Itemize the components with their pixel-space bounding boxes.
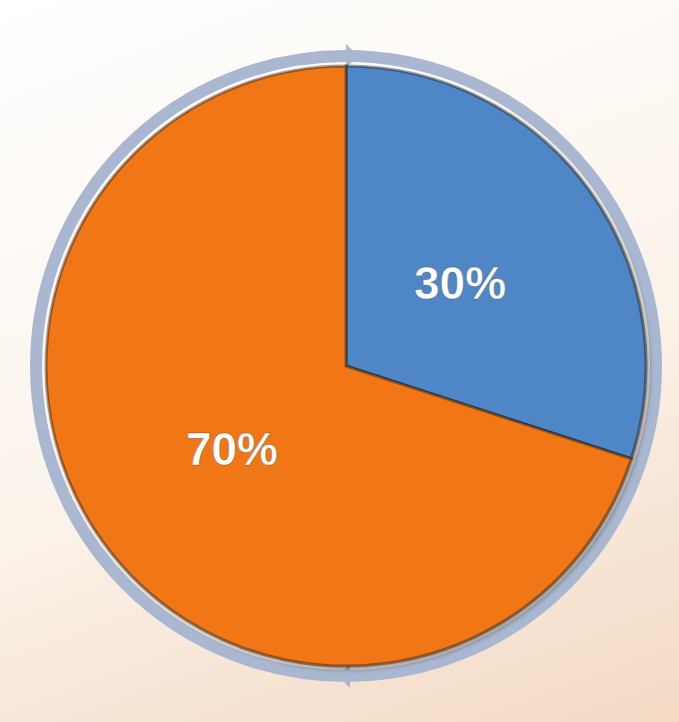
data-label: 70%	[186, 423, 278, 475]
ring-arrow	[338, 664, 350, 688]
data-label: 30%	[414, 257, 506, 309]
outer-ring	[36, 56, 656, 676]
slices	[46, 66, 646, 666]
pie-slice	[46, 66, 631, 666]
chart: 30% 70%	[0, 0, 679, 722]
ring-arrow	[346, 44, 358, 68]
